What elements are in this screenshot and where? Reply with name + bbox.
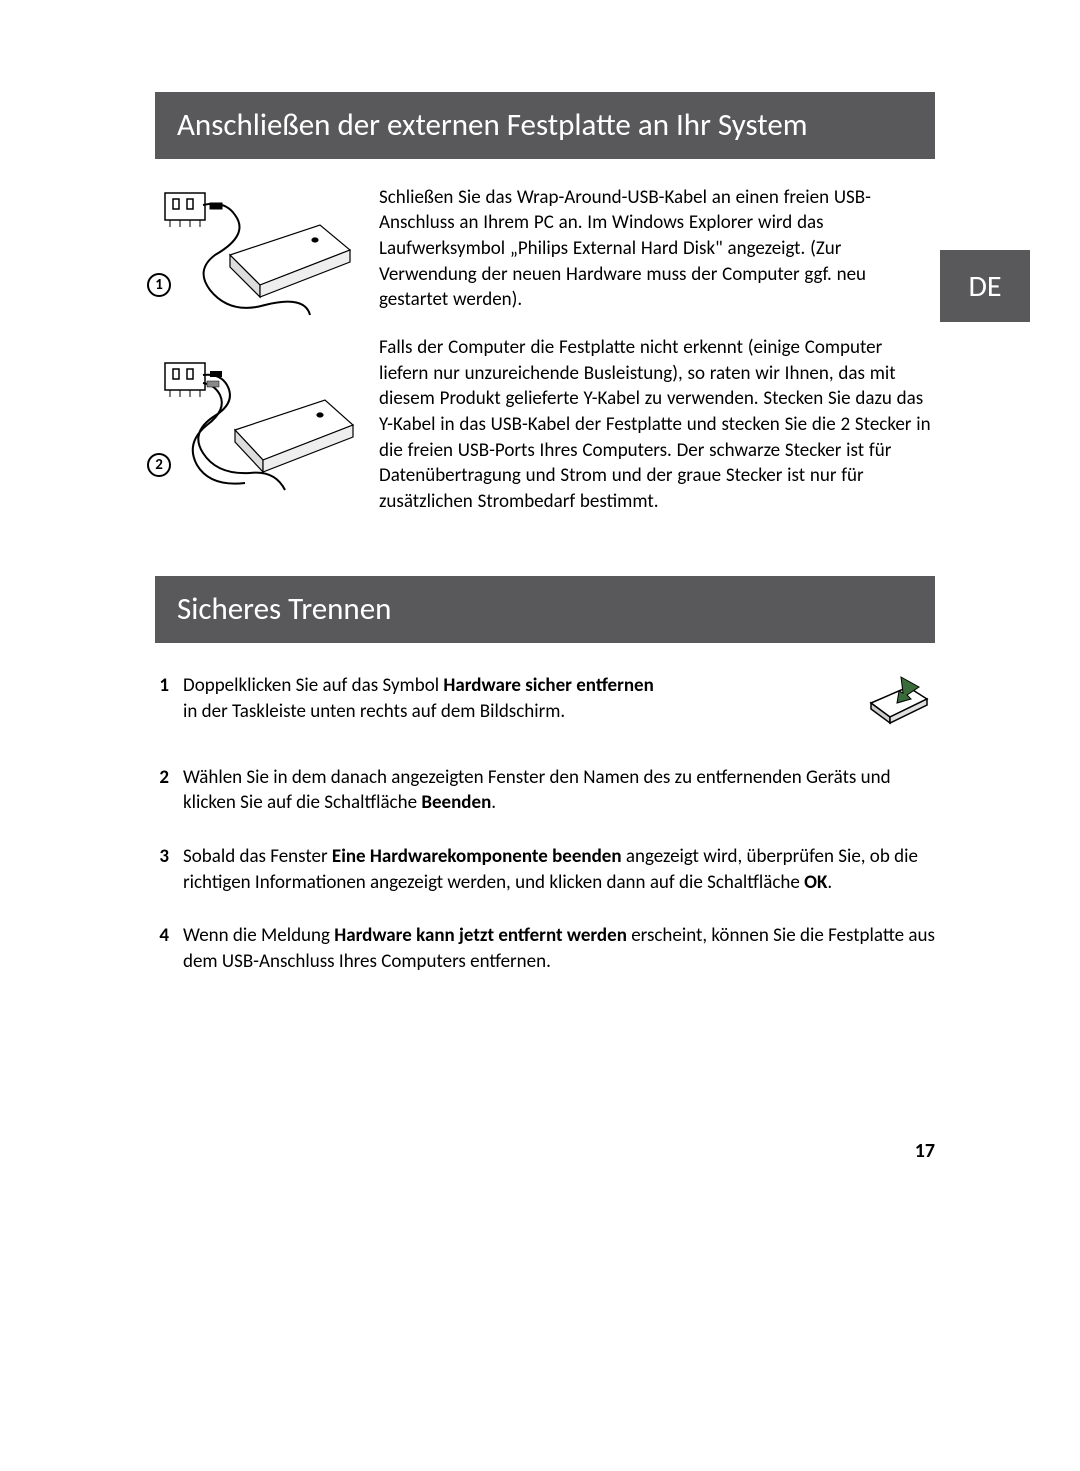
safely-remove-hardware-icon (863, 673, 935, 737)
connect-section: 1 (155, 185, 935, 537)
steps-list: 1 Doppelklicken Sie auf das Symbol Hardw… (155, 673, 935, 974)
connect-paragraph-1: Schließen Sie das Wrap-Around-USB-Kabel … (379, 185, 935, 313)
figure-number-1: 1 (147, 273, 171, 297)
figure-number-2: 2 (147, 453, 171, 477)
manual-page: DE Anschließen der externen Festplatte a… (155, 92, 935, 1003)
hdd-single-cable-illustration (155, 185, 355, 335)
step-1-text: Doppelklicken Sie auf das Symbol Hardwar… (183, 673, 833, 724)
step-4-text: Wenn die Meldung Hardware kann jetzt ent… (183, 923, 935, 974)
step-2: 2 Wählen Sie in dem danach angezeigten F… (155, 765, 935, 816)
language-tab: DE (940, 250, 1030, 322)
step-number: 3 (155, 844, 169, 895)
step-1: 1 Doppelklicken Sie auf das Symbol Hardw… (155, 673, 935, 737)
step-3-text: Sobald das Fenster Eine Hardwarekomponen… (183, 844, 935, 895)
step-number: 2 (155, 765, 169, 816)
hdd-y-cable-illustration (155, 355, 355, 515)
connect-paragraph-2: Falls der Computer die Festplatte nicht … (379, 335, 935, 514)
step-number: 4 (155, 923, 169, 974)
step-3: 3 Sobald das Fenster Eine Hardwarekompon… (155, 844, 935, 895)
step-2-text: Wählen Sie in dem danach angezeigten Fen… (183, 765, 935, 816)
section-heading-disconnect: Sicheres Trennen (155, 576, 935, 643)
language-code: DE (968, 268, 1001, 305)
page-number: 17 (915, 1139, 935, 1163)
connect-text-column: Schließen Sie das Wrap-Around-USB-Kabel … (379, 185, 935, 537)
figure-2: 2 (155, 355, 355, 515)
section-heading-connect: Anschließen der externen Festplatte an I… (155, 92, 935, 159)
step-4: 4 Wenn die Meldung Hardware kann jetzt e… (155, 923, 935, 974)
figure-1: 1 (155, 185, 355, 335)
step-number: 1 (155, 673, 169, 737)
figures-column: 1 (155, 185, 355, 537)
